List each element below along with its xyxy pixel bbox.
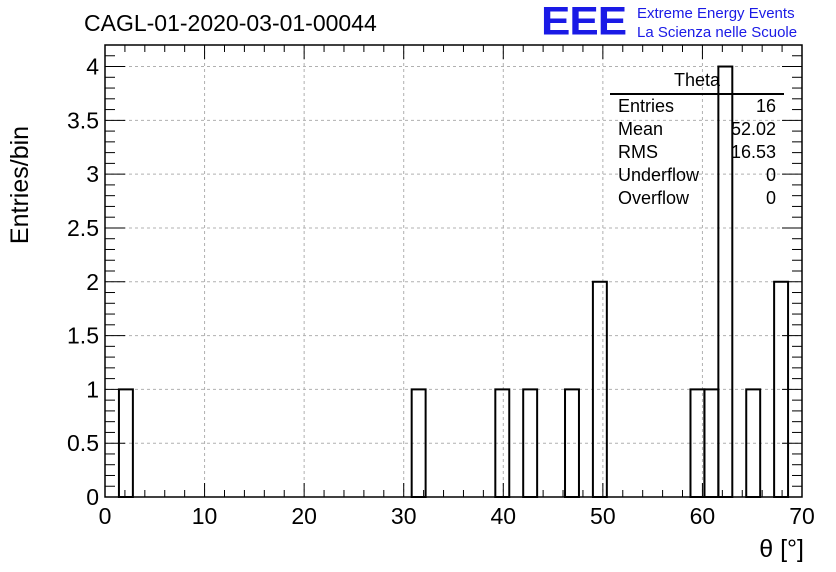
x-tick-label: 30 xyxy=(391,503,417,529)
logo-line-1: Extreme Energy Events xyxy=(637,5,795,22)
stats-row-rms: RMS 16.53 xyxy=(610,141,776,164)
stats-label: RMS xyxy=(618,142,658,162)
x-tick-label: 0 xyxy=(99,503,112,529)
eee-logo: EEE xyxy=(541,0,627,44)
y-tick-label: 2.5 xyxy=(67,215,99,241)
x-tick-label: 60 xyxy=(690,503,716,529)
y-axis-label: Entries/bin xyxy=(6,125,34,245)
x-tick-label: 20 xyxy=(291,503,317,529)
y-tick-label: 0.5 xyxy=(67,430,99,456)
stats-row-mean: Mean 52.02 xyxy=(610,118,776,141)
y-tick-label: 4 xyxy=(86,54,99,80)
stats-box-title: Theta xyxy=(610,70,784,95)
plot-title: CAGL-01-2020-03-01-00044 xyxy=(84,10,377,36)
stats-value: 52.02 xyxy=(730,119,776,139)
stats-value: 0 xyxy=(765,165,776,185)
stats-value: 16.53 xyxy=(730,142,776,162)
stats-box: Theta Entries 16 Mean 52.02 RMS 16.53 Un… xyxy=(610,70,784,210)
stats-value: 0 xyxy=(765,188,776,208)
y-tick-label: 3 xyxy=(86,161,99,187)
logo-line-2: La Scienza nelle Scuole xyxy=(637,24,798,41)
stats-value: 16 xyxy=(755,96,776,116)
x-tick-label: 50 xyxy=(590,503,616,529)
stats-label: Underflow xyxy=(618,165,700,185)
y-tick-label: 2 xyxy=(86,269,99,295)
stats-label: Overflow xyxy=(618,188,690,208)
stats-label: Mean xyxy=(618,119,664,139)
x-tick-label: 10 xyxy=(192,503,218,529)
grid-lines xyxy=(105,45,802,497)
y-tick-label: 3.5 xyxy=(67,107,99,133)
stats-row-underflow: Underflow 0 xyxy=(610,164,776,187)
stats-label: Entries xyxy=(618,96,675,116)
axes xyxy=(104,44,803,498)
histogram-bars xyxy=(117,65,790,499)
stats-row-overflow: Overflow 0 xyxy=(610,187,776,210)
x-tick-label: 40 xyxy=(490,503,516,529)
tick-labels: 0 10 20 30 40 50 60 70 0 0.5 1 1.5 2 2.5 3 3.5 4 xyxy=(67,54,815,529)
y-tick-label: 1 xyxy=(86,376,99,402)
logo-text: Extreme Energy Events La Scienza nelle S… xyxy=(637,4,797,42)
y-axis-label-container: Entries/bin xyxy=(6,126,36,244)
x-axis-label: θ [°] xyxy=(759,535,804,563)
stats-row-entries: Entries 16 xyxy=(610,95,776,118)
y-tick-label: 0 xyxy=(86,484,99,510)
y-tick-label: 1.5 xyxy=(67,323,99,349)
x-tick-label: 70 xyxy=(789,503,815,529)
